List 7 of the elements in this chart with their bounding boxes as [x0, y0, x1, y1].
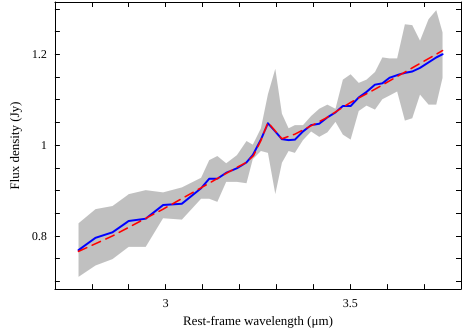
y-tick-label: 1 — [40, 138, 47, 152]
x-axis-title: Rest-frame wavelength (μm) — [182, 313, 333, 328]
x-tick-label: 3.5 — [342, 296, 358, 310]
x-tick-label: 3 — [162, 296, 169, 310]
y-tick-label: 1.2 — [32, 47, 47, 62]
y-tick-label: 0.8 — [32, 228, 47, 243]
y-axis-title: Flux density (Jy) — [7, 101, 22, 190]
